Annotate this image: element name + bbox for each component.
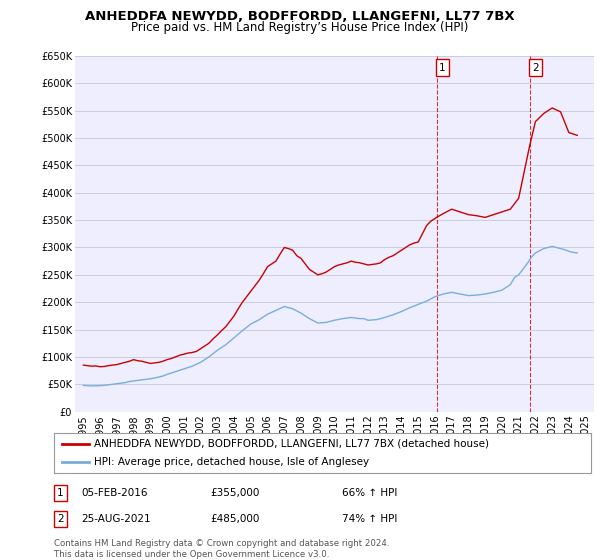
Text: 2: 2	[57, 514, 64, 524]
Text: 74% ↑ HPI: 74% ↑ HPI	[342, 514, 397, 524]
Text: 2: 2	[532, 63, 539, 73]
Text: ANHEDDFA NEWYDD, BODFFORDD, LLANGEFNI, LL77 7BX: ANHEDDFA NEWYDD, BODFFORDD, LLANGEFNI, L…	[85, 10, 515, 23]
Text: 1: 1	[439, 63, 446, 73]
Text: 1: 1	[57, 488, 64, 498]
Text: £485,000: £485,000	[210, 514, 259, 524]
Text: Price paid vs. HM Land Registry’s House Price Index (HPI): Price paid vs. HM Land Registry’s House …	[131, 21, 469, 34]
Text: ANHEDDFA NEWYDD, BODFFORDD, LLANGEFNI, LL77 7BX (detached house): ANHEDDFA NEWYDD, BODFFORDD, LLANGEFNI, L…	[94, 439, 489, 449]
Text: 25-AUG-2021: 25-AUG-2021	[81, 514, 151, 524]
Text: 05-FEB-2016: 05-FEB-2016	[81, 488, 148, 498]
Text: HPI: Average price, detached house, Isle of Anglesey: HPI: Average price, detached house, Isle…	[94, 458, 370, 467]
Text: Contains HM Land Registry data © Crown copyright and database right 2024.
This d: Contains HM Land Registry data © Crown c…	[54, 539, 389, 559]
Text: 66% ↑ HPI: 66% ↑ HPI	[342, 488, 397, 498]
Text: £355,000: £355,000	[210, 488, 259, 498]
